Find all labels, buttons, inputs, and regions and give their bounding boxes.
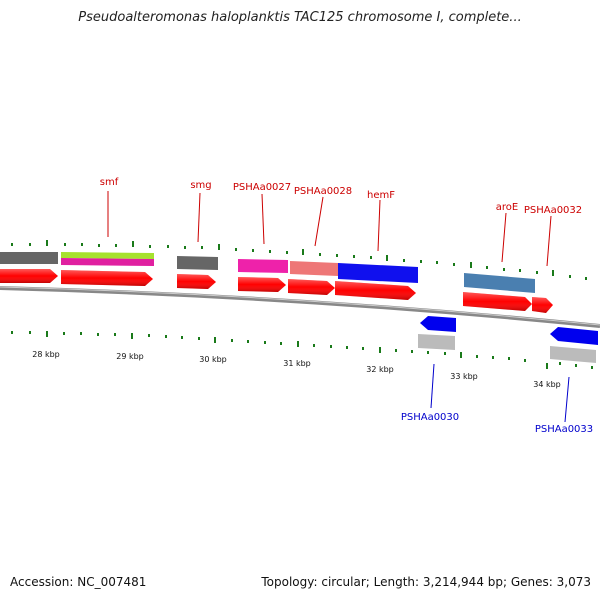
forward-gene-track bbox=[0, 252, 535, 293]
cds-arrow-reverse bbox=[550, 327, 598, 345]
scale-label: 33 kbp bbox=[450, 372, 478, 381]
gene-bar-PSHAa0028 bbox=[290, 261, 338, 276]
gene-bar-smf-green bbox=[61, 252, 154, 259]
scale-label: 29 kbp bbox=[116, 352, 144, 361]
lower-tick-row bbox=[11, 331, 593, 369]
accession-number: NC_007481 bbox=[77, 575, 147, 589]
gene-bar-PSHAa0033 bbox=[550, 346, 596, 363]
scale-label: 28 kbp bbox=[32, 350, 60, 359]
scale-label: 32 kbp bbox=[366, 365, 394, 374]
gene-label-smg: smg bbox=[190, 180, 211, 191]
gene-label-PSHAa0027: PSHAa0027 bbox=[233, 182, 291, 193]
gene-bar-smf-magenta bbox=[61, 258, 154, 266]
gene-bar-smg bbox=[177, 256, 218, 270]
gene-label-PSHAa0028: PSHAa0028 bbox=[294, 186, 352, 197]
gene-label-aroE: aroE bbox=[496, 202, 518, 213]
map-title: Pseudoalteromonas haloplanktis TAC125 ch… bbox=[78, 10, 522, 25]
cds-arrow-reverse bbox=[420, 316, 456, 332]
accession-label: Accession: bbox=[10, 575, 74, 589]
cds-shading bbox=[0, 269, 553, 313]
upper-tick-row bbox=[11, 240, 587, 280]
scale-label: 30 kbp bbox=[199, 355, 227, 364]
chromosome-backbone bbox=[0, 286, 600, 328]
topology-info: Topology: circular; Length: 3,214,944 bp… bbox=[261, 575, 591, 589]
reverse-leader-lines bbox=[430, 363, 570, 423]
scale-label: 31 kbp bbox=[283, 359, 311, 368]
gene-bar-left-gray bbox=[0, 252, 58, 264]
gene-bar-PSHAa0027 bbox=[238, 259, 288, 273]
chromosome-backbone-highlight bbox=[0, 286, 600, 326]
scale-label: 34 kbp bbox=[533, 380, 561, 389]
gene-bar-PSHAa0030 bbox=[418, 334, 455, 350]
accession-info: Accession: NC_007481 bbox=[10, 575, 146, 589]
gene-bar-aroE bbox=[464, 273, 535, 293]
gene-label-hemF: hemF bbox=[367, 190, 395, 201]
gene-label-PSHAa0032: PSHAa0032 bbox=[524, 205, 582, 216]
gene-label-PSHAa0033: PSHAa0033 bbox=[535, 424, 593, 435]
reverse-gene-track bbox=[418, 316, 598, 363]
gene-bar-hemF bbox=[338, 263, 418, 283]
gene-label-PSHAa0030: PSHAa0030 bbox=[401, 412, 459, 423]
gene-label-smf: smf bbox=[100, 177, 119, 188]
forward-leader-lines bbox=[107, 191, 552, 267]
